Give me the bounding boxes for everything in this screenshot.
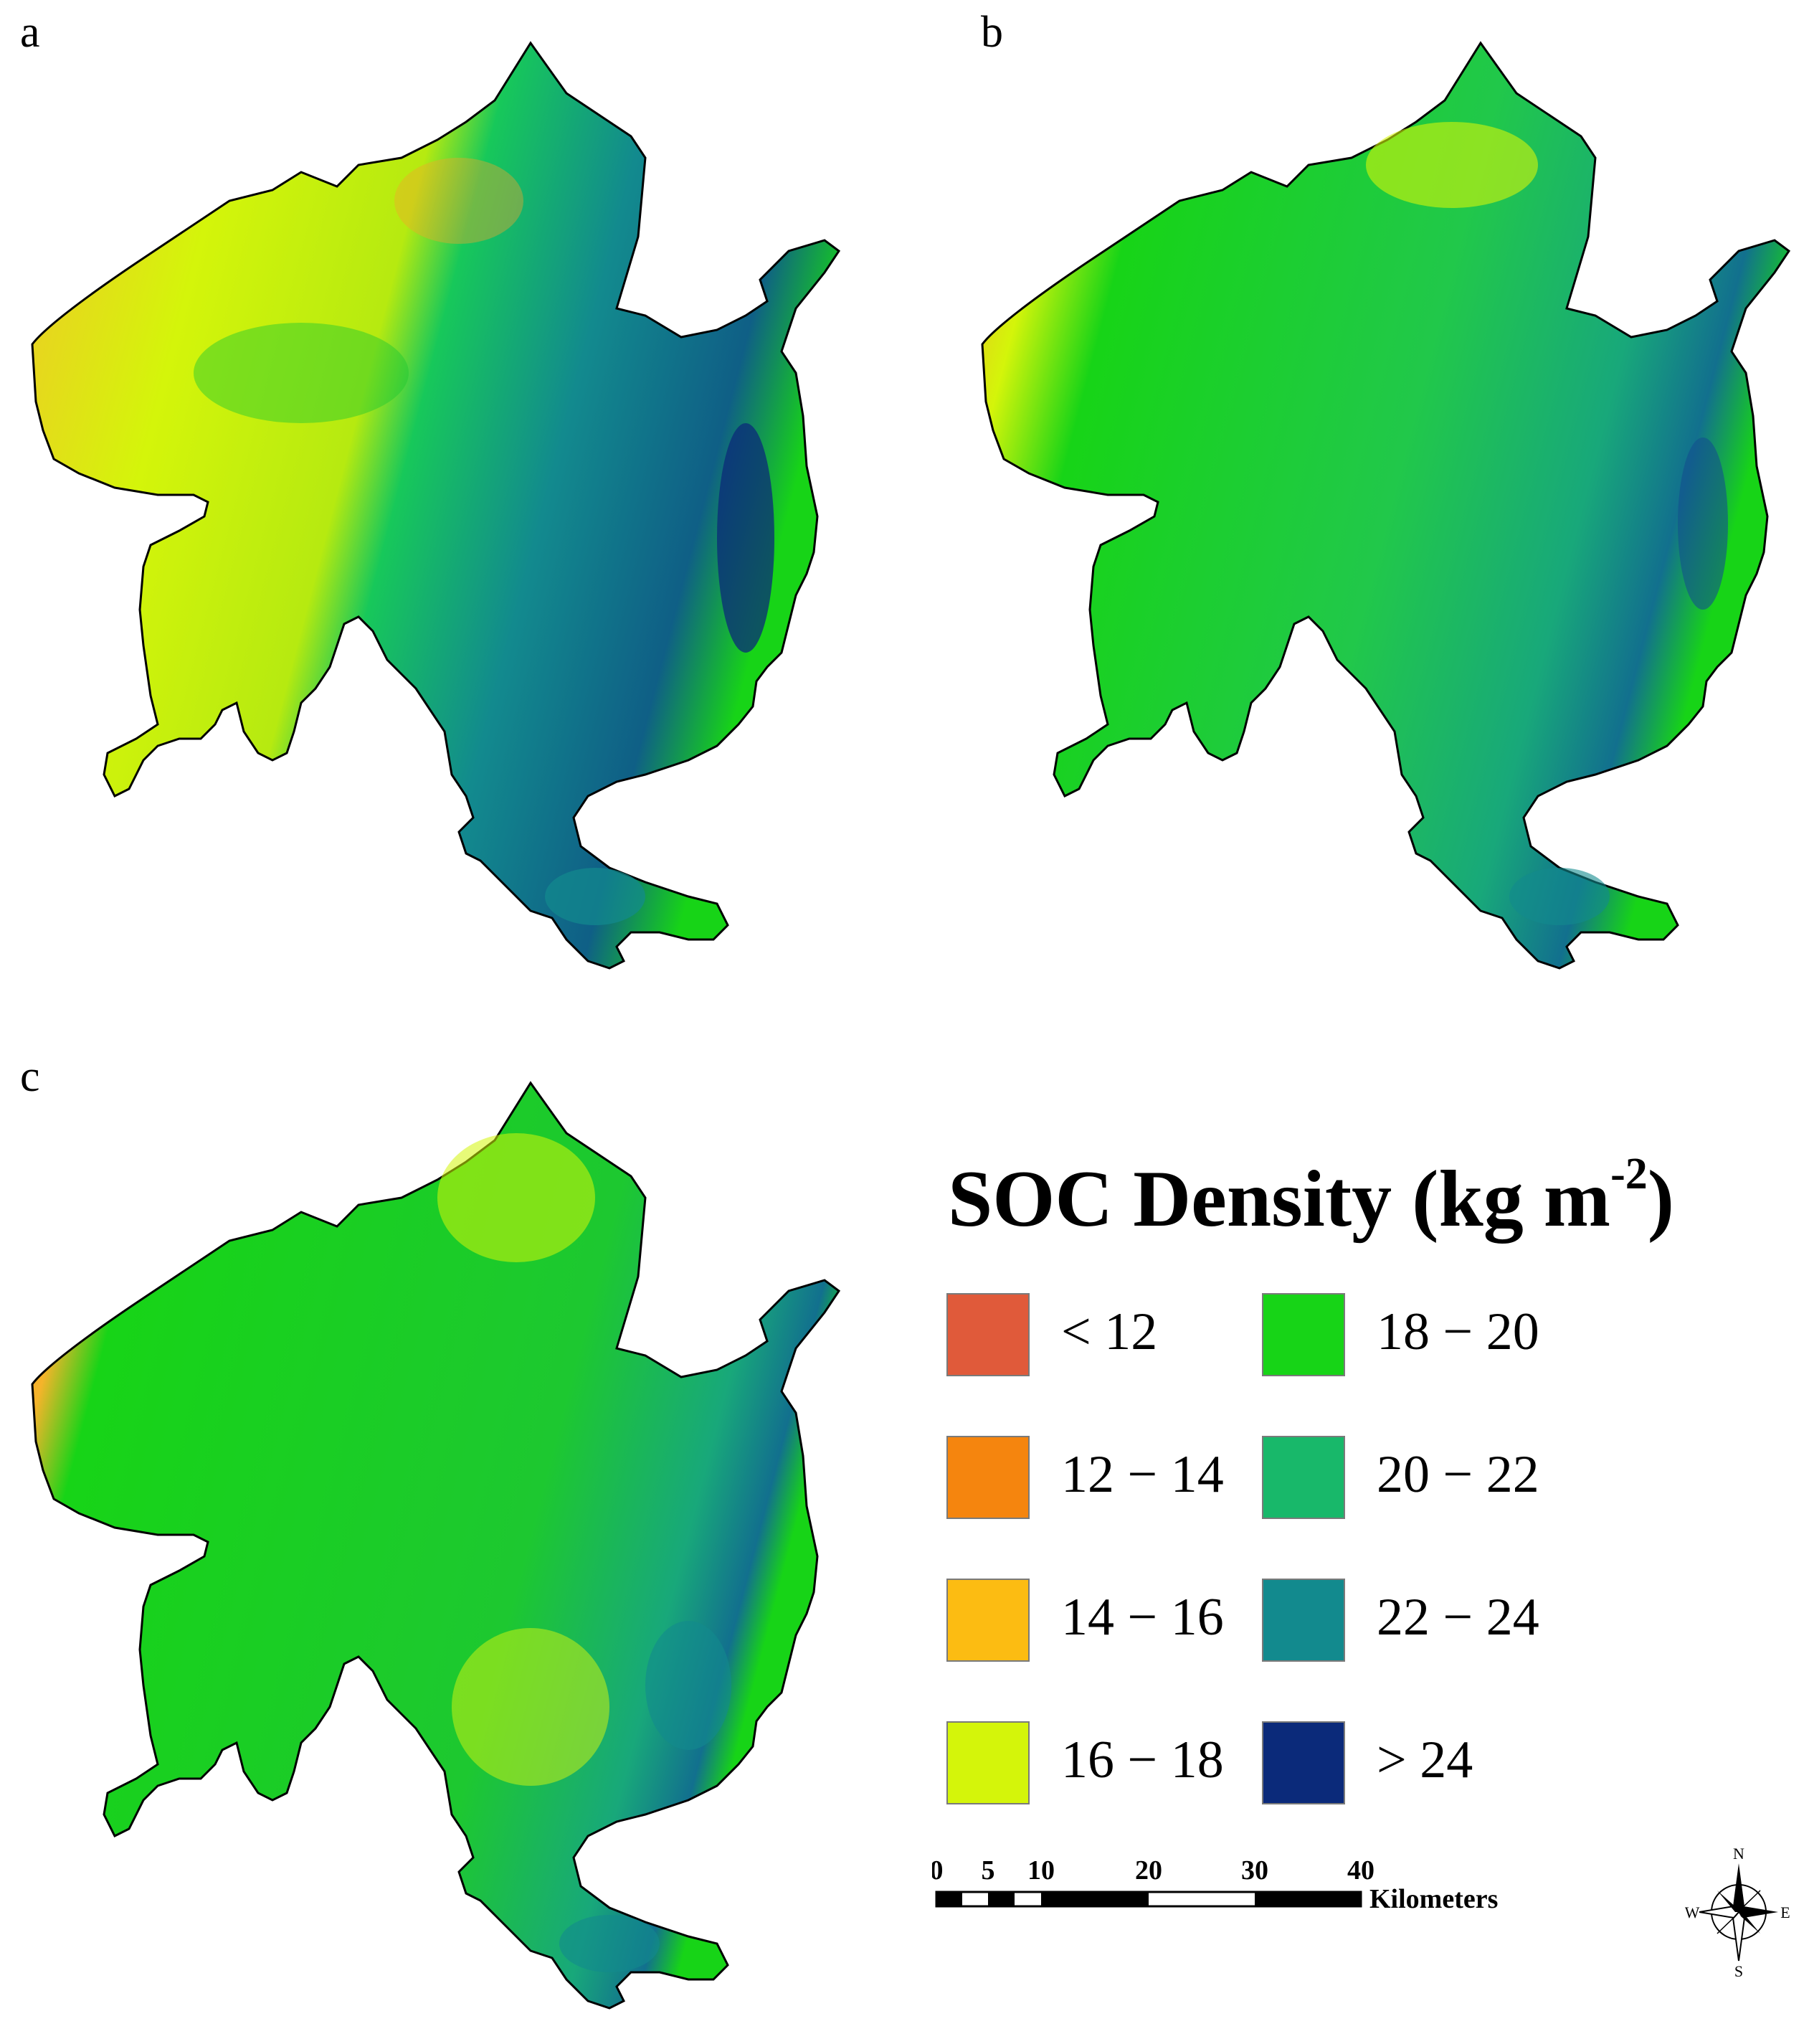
legend-label: 18 − 20 bbox=[1377, 1302, 1539, 1361]
legend-swatch bbox=[1262, 1721, 1345, 1804]
scale-tick-label: 5 bbox=[982, 1855, 995, 1886]
legend-swatch bbox=[946, 1293, 1030, 1376]
legend-label: 16 − 18 bbox=[1061, 1731, 1224, 1789]
scale-bar: 0 5 10 20 30 40 Kilometers bbox=[932, 1855, 1498, 1914]
compass-w: W bbox=[1685, 1903, 1700, 1921]
scale-tick-label: 10 bbox=[1027, 1855, 1055, 1886]
compass-e: E bbox=[1780, 1903, 1790, 1921]
legend-label: > 24 bbox=[1377, 1731, 1473, 1789]
compass-s: S bbox=[1734, 1962, 1743, 1979]
legend-label: 22 − 24 bbox=[1377, 1588, 1539, 1647]
scale-unit-label: Kilometers bbox=[1369, 1884, 1498, 1914]
legend-label: 12 − 14 bbox=[1061, 1445, 1224, 1504]
legend-swatch bbox=[946, 1721, 1030, 1804]
soc-map-panel-c bbox=[31, 1082, 840, 2010]
legend-swatch bbox=[946, 1436, 1030, 1519]
legend-label: < 12 bbox=[1061, 1302, 1158, 1361]
soc-map-panel-a bbox=[31, 42, 840, 970]
legend-title: SOC Density (kg m-2) bbox=[948, 1150, 1675, 1244]
legend-label: 14 − 16 bbox=[1061, 1588, 1224, 1647]
scale-tick-label: 30 bbox=[1241, 1855, 1268, 1886]
compass-n: N bbox=[1733, 1845, 1744, 1863]
panel-label-a: a bbox=[20, 8, 40, 57]
panel-label-c: c bbox=[20, 1052, 40, 1101]
scale-tick-label: 20 bbox=[1135, 1855, 1162, 1886]
scale-tick-label: 40 bbox=[1347, 1855, 1374, 1886]
legend-swatch bbox=[946, 1579, 1030, 1662]
panel-label-b: b bbox=[981, 8, 1003, 57]
north-arrow-icon: N S E W bbox=[1685, 1845, 1790, 1979]
legend-swatch bbox=[1262, 1579, 1345, 1662]
soc-map-panel-b bbox=[981, 42, 1790, 970]
legend-swatch bbox=[1262, 1436, 1345, 1519]
legend-label: 20 − 22 bbox=[1377, 1445, 1539, 1504]
legend-swatch bbox=[1262, 1293, 1345, 1376]
scale-tick-label: 0 bbox=[932, 1855, 944, 1886]
